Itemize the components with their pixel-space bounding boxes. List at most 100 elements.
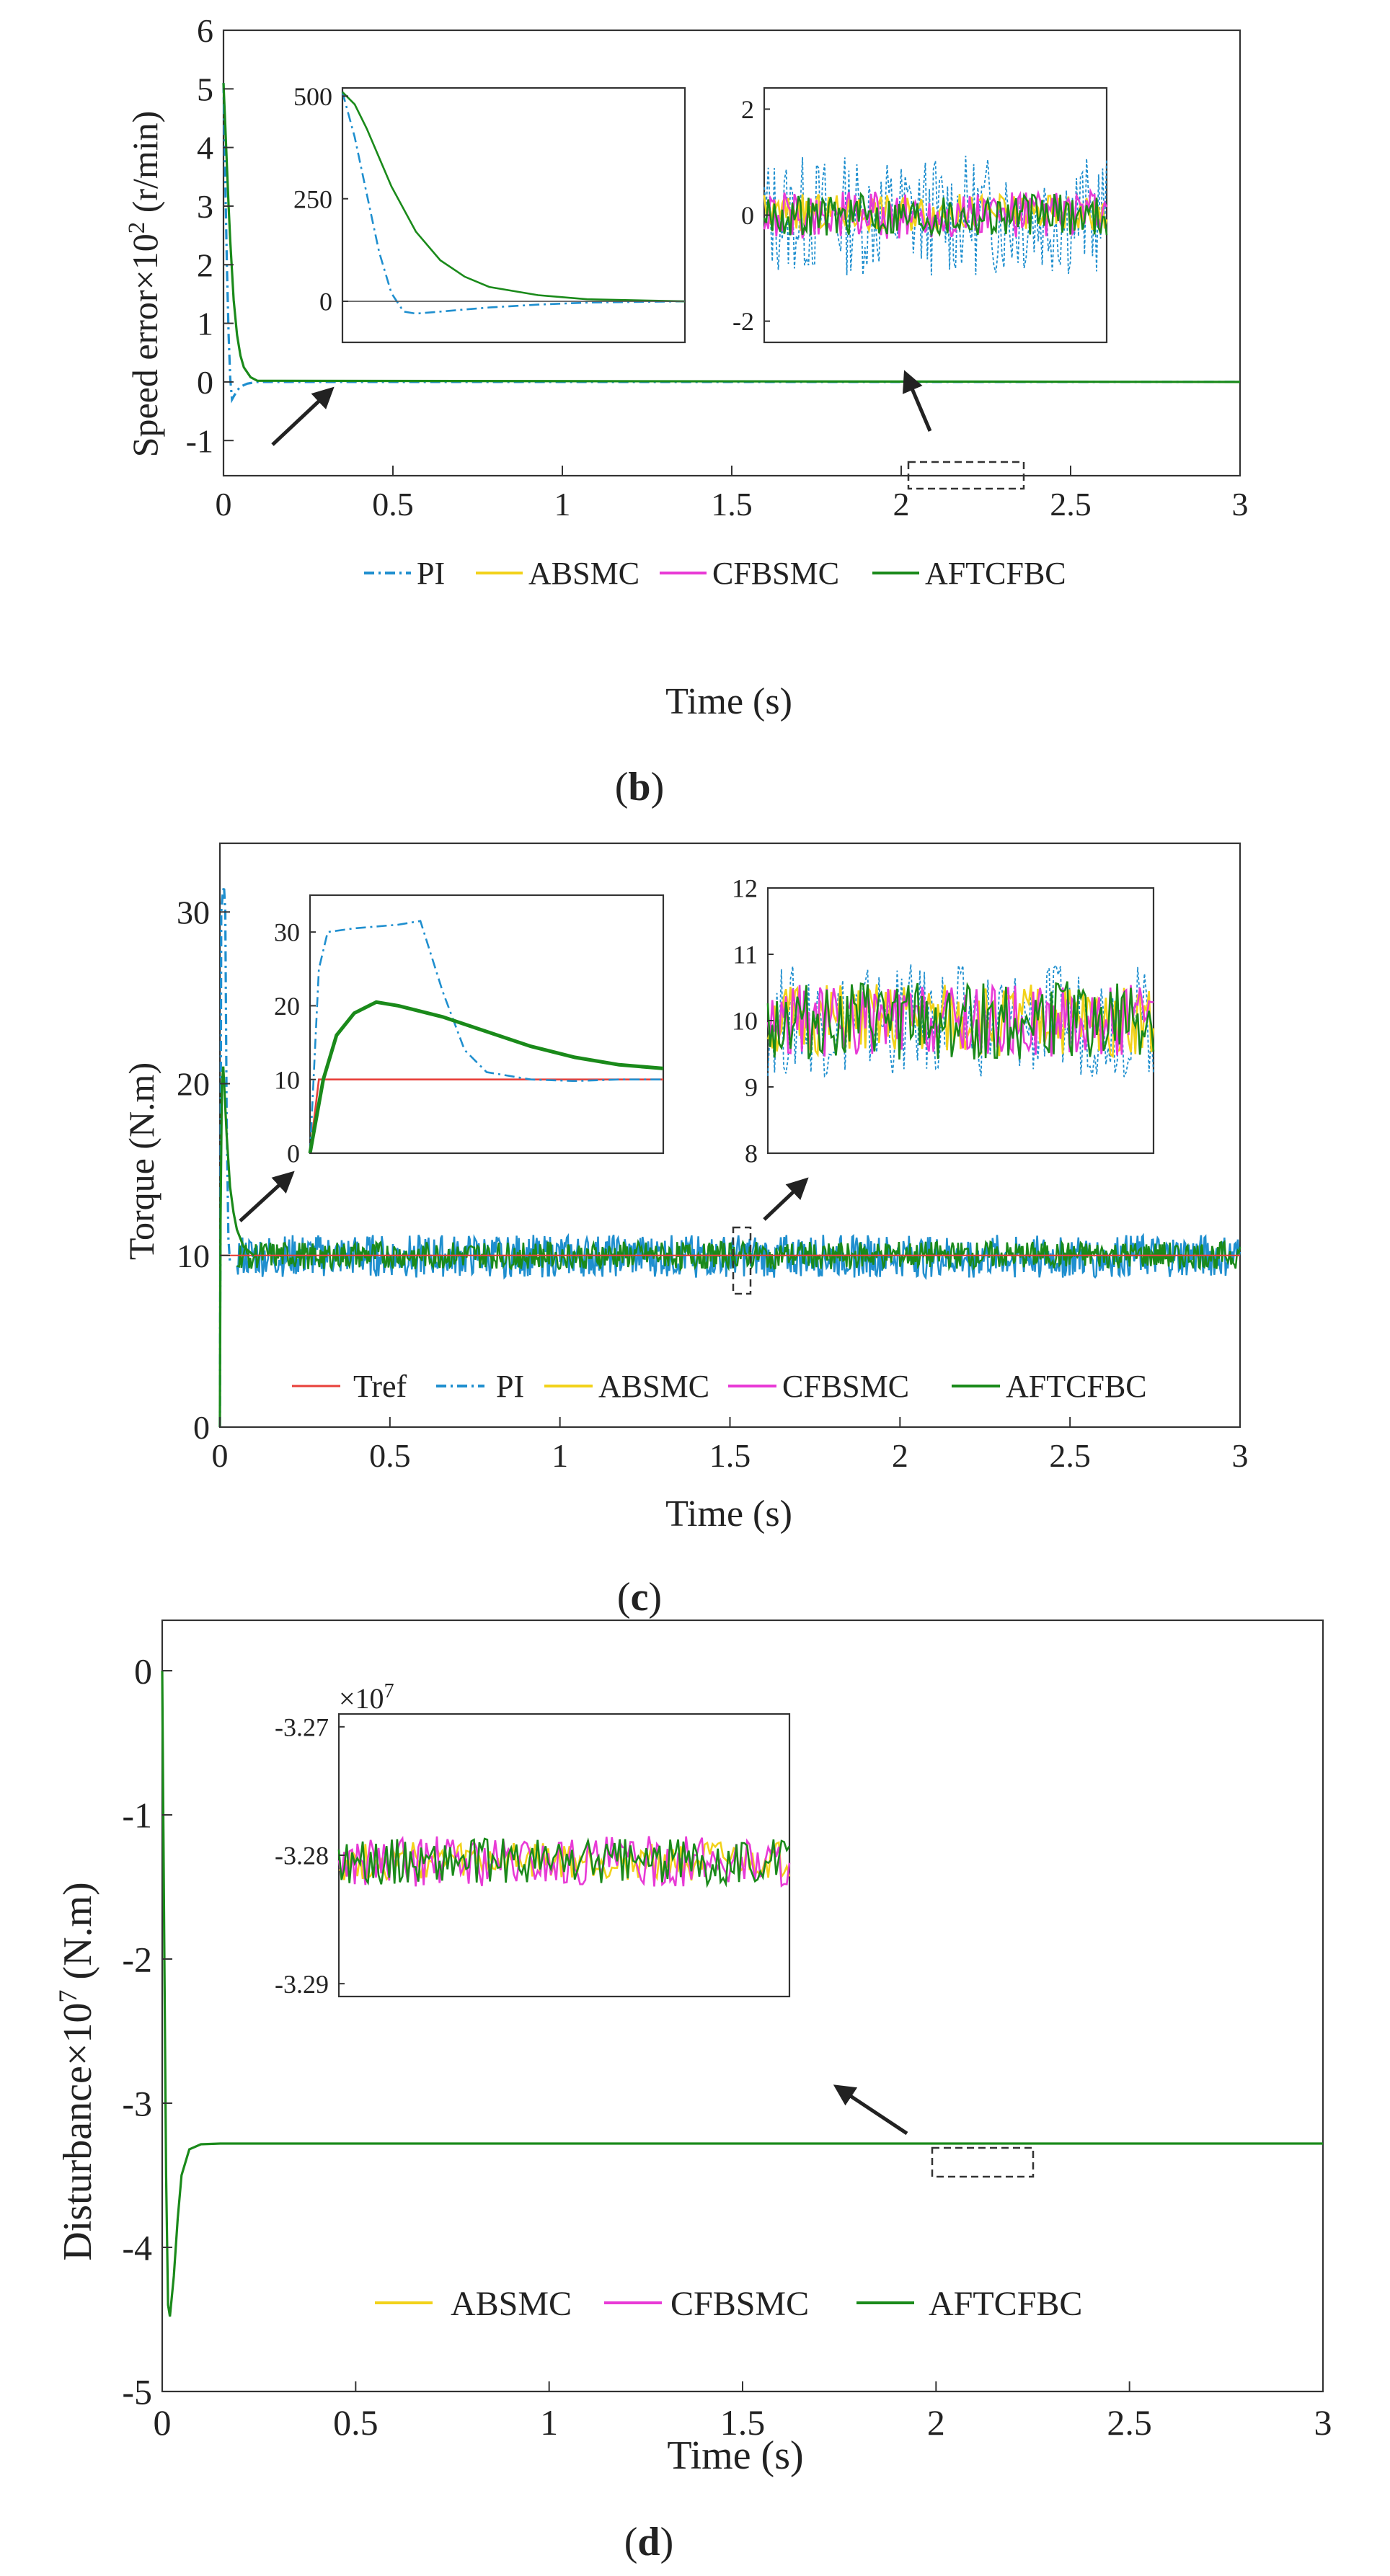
noise-line-aftcfbc xyxy=(337,1837,791,1888)
legend-b-label-cfbsmc: CFBSMC xyxy=(712,556,839,591)
arrow-c-2 xyxy=(763,1177,809,1221)
x-tick-label: 1.5 xyxy=(711,486,753,523)
y-tick-label: 10 xyxy=(732,1007,758,1036)
arrow-b-1 xyxy=(271,386,335,446)
x-tick-label: 1.5 xyxy=(709,1437,751,1474)
x-tick-label: 2 xyxy=(893,486,910,523)
inset-c-steady: 8 9 10 11 12 xyxy=(732,874,1155,1168)
y-tick-label: 5 xyxy=(197,71,213,107)
y-tick-label: 20 xyxy=(274,992,300,1021)
caption-b: (b) xyxy=(615,765,664,809)
y-tick-label: 2 xyxy=(197,247,213,283)
y-axis-label-c: Torque (N.m) xyxy=(121,1062,161,1260)
x-tick-label: 0.5 xyxy=(372,486,414,523)
zoom-box-c xyxy=(732,1226,752,1295)
y-axis-label-d: Disturbance×107 (N.m) xyxy=(53,1882,100,2260)
x-tick-label: 2.5 xyxy=(1049,1437,1091,1474)
y-tick-label: 30 xyxy=(177,894,210,931)
y-label-b-sup: 2 xyxy=(124,222,150,234)
y-tick-label: 0 xyxy=(193,1409,210,1446)
y-tick-label: -3.27 xyxy=(275,1713,329,1741)
x-tick-label: 2.5 xyxy=(1107,2402,1152,2443)
y-tick-label: 10 xyxy=(177,1238,210,1274)
noise-line-absmc xyxy=(763,192,1108,235)
y-label-b-unit: (r/min) xyxy=(125,111,165,222)
series-line-pi xyxy=(218,886,231,1428)
x-tick-label: 2 xyxy=(892,1437,908,1474)
legend-c-label-tref: Tref xyxy=(353,1369,407,1404)
legend-b: PI ABSMC CFBSMC AFTCFBC xyxy=(364,556,1066,591)
y-tick-label: 30 xyxy=(274,918,300,947)
inset-d-multiplier-sup: 7 xyxy=(384,1680,394,1702)
inset-b-steady: -2 0 2 xyxy=(732,86,1108,344)
noise-line-cfbsmc xyxy=(766,983,1154,1057)
arrow-b-2 xyxy=(902,370,932,432)
inset-line-aftcfbc xyxy=(308,1000,664,1154)
y-label-b-base: Speed error×10 xyxy=(125,234,165,457)
x-tick-label: 1 xyxy=(540,2402,558,2443)
noise-line-absmc xyxy=(338,1841,791,1882)
x-tick-label: 3 xyxy=(1232,486,1249,523)
legend-c-label-pi: PI xyxy=(496,1369,524,1404)
y-axis-label-b: Speed error×102 (r/min) xyxy=(124,111,165,458)
y-tick-label: 6 xyxy=(197,12,213,49)
arrow-c-1 xyxy=(239,1171,295,1222)
x-tick-label: 0.5 xyxy=(333,2402,379,2443)
axes-frame xyxy=(309,894,665,1155)
inset-d-multiplier-base: ×10 xyxy=(339,1682,384,1715)
noise-line-pi xyxy=(767,964,1154,1078)
y-tick-label: 20 xyxy=(177,1066,210,1103)
y-tick-label: 10 xyxy=(274,1065,300,1094)
y-tick-label: 11 xyxy=(732,941,758,969)
panel-c: 0 10 20 30 0 0.5 1 1.5 2 2.5 3 0 10 20 30 8 9 10 11 12 To… xyxy=(121,842,1249,1620)
y-tick-label: 0 xyxy=(319,288,332,316)
axes-frame xyxy=(341,86,686,344)
legend-b-label-aftcfbc: AFTCFBC xyxy=(925,556,1066,591)
x-tick-label: 2 xyxy=(927,2402,945,2443)
y-tick-label: 4 xyxy=(197,130,213,166)
x-tick-label: 3 xyxy=(1314,2402,1332,2443)
inset-b-transient: 0 250 500 xyxy=(293,82,686,344)
y-tick-label: 250 xyxy=(293,185,332,213)
inset-line-pi xyxy=(309,920,663,1154)
y-tick-label: 0 xyxy=(197,364,213,401)
y-tick-label: 8 xyxy=(745,1140,758,1168)
y-tick-label: 9 xyxy=(745,1073,758,1102)
y-tick-label: -3.29 xyxy=(275,1970,329,1999)
legend-c-label-cfbsmc: CFBSMC xyxy=(782,1369,909,1404)
band-pi xyxy=(236,1233,1241,1281)
y-tick-label: -3.28 xyxy=(275,1842,329,1870)
legend-c: Tref PI ABSMC CFBSMC AFTCFBC xyxy=(292,1369,1147,1404)
legend-c-label-absmc: ABSMC xyxy=(598,1369,709,1404)
x-axis-label-b: Time (s) xyxy=(665,681,792,722)
x-tick-label: 1 xyxy=(554,486,571,523)
y-tick-label: 2 xyxy=(741,95,754,124)
legend-c-label-aftcfbc: AFTCFBC xyxy=(1006,1369,1147,1404)
x-tick-label: 1 xyxy=(552,1437,568,1474)
x-tick-label: 0 xyxy=(212,1437,229,1474)
caption-d-letter: d xyxy=(637,2520,660,2564)
legend-d-label-aftcfbc: AFTCFBC xyxy=(929,2285,1082,2323)
y-label-d-sup: 7 xyxy=(53,1990,82,2003)
x-axis-label-d: Time (s) xyxy=(667,2433,803,2478)
y-tick-label: -4 xyxy=(122,2228,152,2268)
y-tick-label: -1 xyxy=(122,1795,152,1836)
legend-d-label-absmc: ABSMC xyxy=(451,2285,572,2323)
y-tick-label: 500 xyxy=(293,82,332,111)
y-tick-label: -1 xyxy=(186,422,213,459)
legend-d: ABSMC CFBSMC AFTCFBC xyxy=(375,2285,1082,2323)
noise-line-aftcfbc xyxy=(763,192,1108,238)
y-tick-label: -2 xyxy=(122,1940,152,1980)
y-tick-label: -2 xyxy=(732,307,754,336)
caption-c-letter: c xyxy=(631,1575,649,1620)
x-axis-label-c: Time (s) xyxy=(665,1493,792,1535)
noise-line-pi xyxy=(763,155,1107,276)
series-line-aftcfbc xyxy=(161,1670,1323,2317)
arrow-d-1 xyxy=(833,2084,908,2136)
y-tick-label: 12 xyxy=(732,874,758,903)
caption-b-letter: b xyxy=(628,765,650,809)
noise-line-cfbsmc xyxy=(337,1836,791,1888)
inset-line-aftcfbc xyxy=(342,91,686,303)
y-tick-label: 0 xyxy=(741,201,754,230)
